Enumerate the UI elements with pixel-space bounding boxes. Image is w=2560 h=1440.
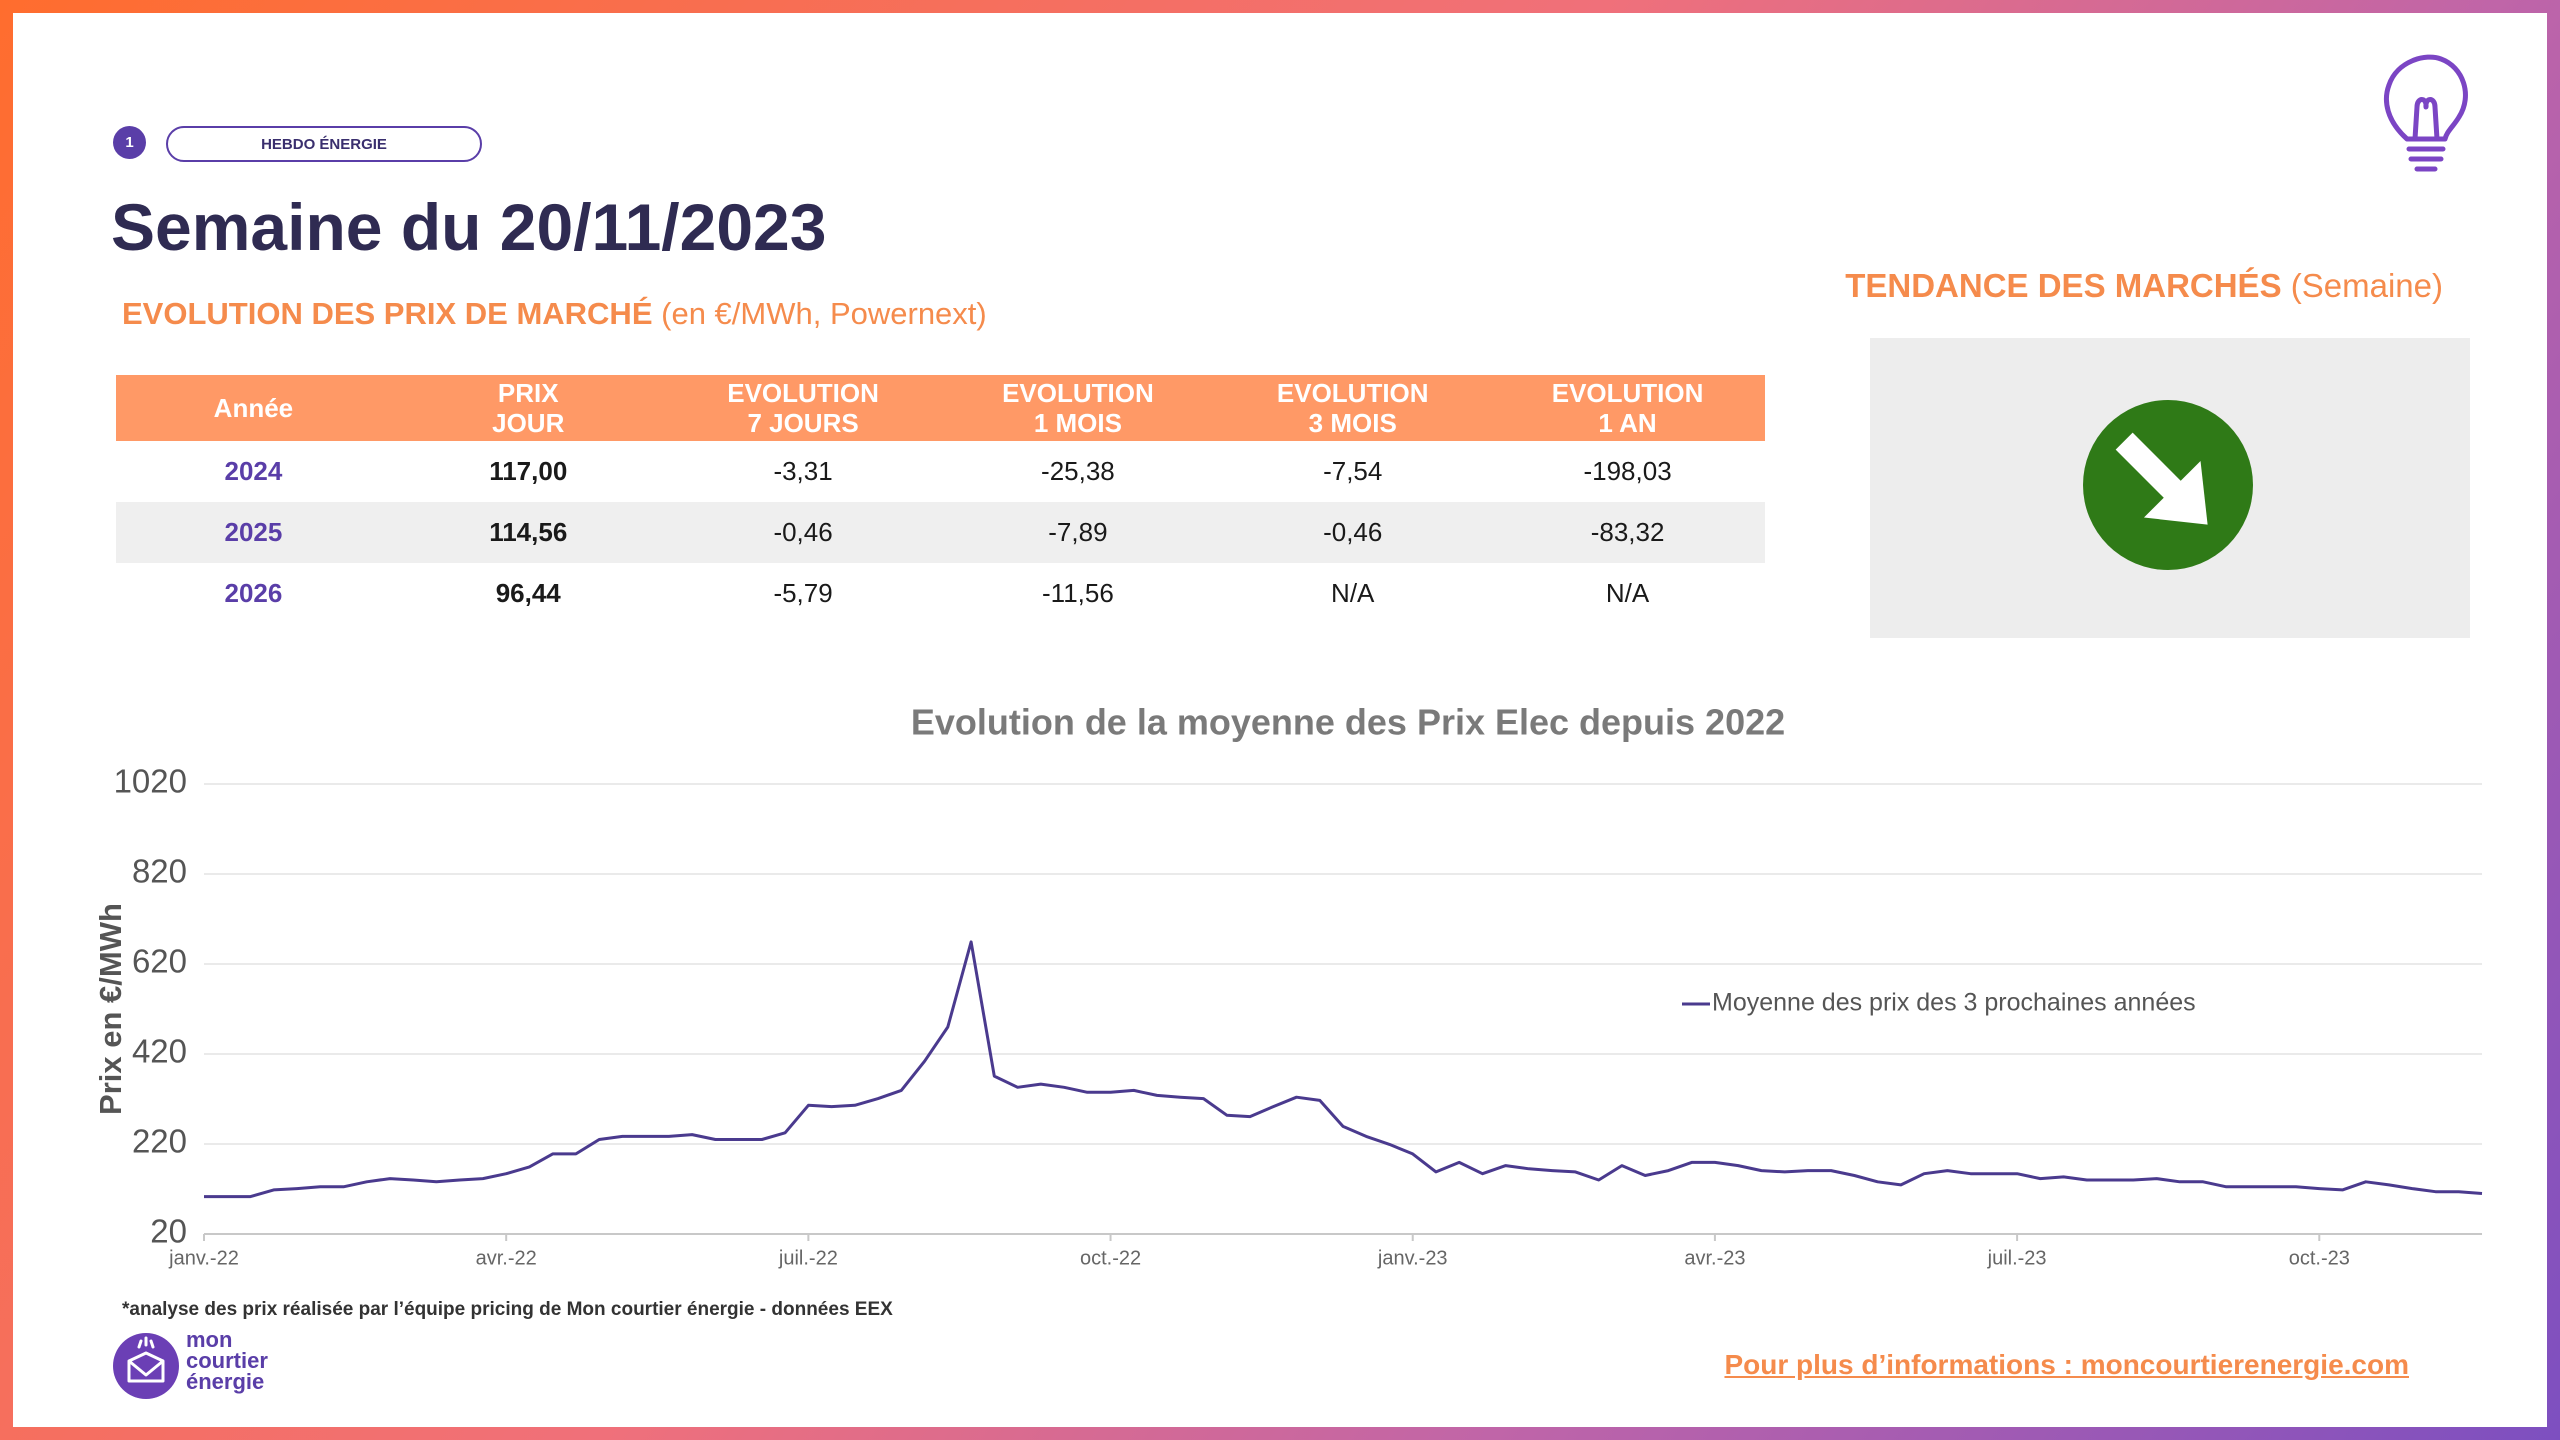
column-header-line: PRIX bbox=[497, 378, 559, 408]
data-line bbox=[204, 940, 2483, 1199]
year-cell: 2025 bbox=[116, 502, 391, 563]
table-body: 2024 117,00 -3,31 -25,38 -7,54 -198,03 2025 114… bbox=[116, 441, 1765, 624]
column-header: Année bbox=[116, 375, 391, 441]
y-tick-label: 420 bbox=[132, 1033, 187, 1070]
table-cell: -7,54 bbox=[1323, 456, 1383, 486]
price-table-wrap: Année PRIX JOUR EVOLUTION 7 JOURS EVOLUTION 1 … bbox=[116, 375, 1765, 624]
column-header-line: EVOLUTION bbox=[1002, 378, 1154, 408]
table-cell: 117,00 bbox=[489, 456, 568, 486]
table-cell: -0,46 bbox=[665, 502, 941, 563]
sheet: 1 HEBDO ÉNERGIE Semaine du 20/11/2023 EV… bbox=[13, 13, 2547, 1427]
arrow-head bbox=[2143, 460, 2208, 525]
x-tick-label: avr.-22 bbox=[476, 1247, 537, 1269]
column-header-line: 1 AN bbox=[1598, 408, 1657, 438]
x-tick-label: janv.-23 bbox=[1377, 1247, 1448, 1269]
y-axis-title: Prix en €/MWh bbox=[93, 903, 128, 1115]
x-tick-label: oct.-23 bbox=[2289, 1247, 2350, 1269]
trend-box bbox=[1870, 338, 2470, 638]
trend-title-main: TENDANCE DES MARCHÉS bbox=[1845, 267, 2282, 304]
logo-icon bbox=[113, 1333, 179, 1399]
x-tick-label: oct.-22 bbox=[1080, 1247, 1141, 1269]
column-header: PRIX JOUR bbox=[390, 375, 666, 441]
table-row: 2026 96,44 -5,79 -11,56 N/A N/A bbox=[116, 563, 1765, 624]
logo-line: mon bbox=[186, 1327, 233, 1352]
column-header-line: Année bbox=[213, 393, 294, 423]
arrow-shaft bbox=[2115, 432, 2184, 501]
column-header-line: 3 MOIS bbox=[1308, 408, 1397, 438]
x-tick-label: avr.-23 bbox=[1684, 1247, 1745, 1269]
year-cell: 2026 bbox=[224, 578, 283, 608]
badge: 1 bbox=[113, 126, 146, 159]
table-cell: -11,56 bbox=[1042, 578, 1114, 608]
page-title: Semaine du 20/11/2023 bbox=[111, 190, 827, 264]
tag-pill: HEBDO ÉNERGIE bbox=[166, 126, 482, 162]
trend-title: TENDANCE DES MARCHÉS (Semaine) bbox=[1845, 267, 2443, 305]
table-cell: -83,32 bbox=[1490, 502, 1765, 563]
column-header-line: 7 JOURS bbox=[747, 408, 859, 438]
y-tick-label: 620 bbox=[132, 943, 187, 980]
footnote: *analyse des prix réalisée par l’équipe … bbox=[122, 1299, 893, 1320]
column-header-line: EVOLUTION bbox=[1276, 378, 1429, 408]
trend-indicator bbox=[2083, 400, 2253, 570]
column-header-line: JOUR bbox=[492, 408, 565, 438]
line-chart: Evolution de la moyenne des Prix Elec de… bbox=[93, 702, 2483, 1269]
year-cell: 2024 bbox=[224, 456, 283, 486]
price-table: Année PRIX JOUR EVOLUTION 7 JOURS EVOLUTION 1 … bbox=[116, 375, 1765, 624]
trend-arrow bbox=[2115, 432, 2208, 525]
table-cell: -198,03 bbox=[1583, 456, 1672, 486]
x-tick-label: juil.-22 bbox=[778, 1247, 838, 1269]
column-header: EVOLUTION 1 MOIS bbox=[940, 375, 1216, 441]
chart-title: Evolution de la moyenne des Prix Elec de… bbox=[911, 702, 1785, 743]
table-cell: -0,46 bbox=[1215, 502, 1491, 563]
y-tick-label: 220 bbox=[132, 1123, 187, 1160]
website-link[interactable]: Pour plus d’informations : moncourtieren… bbox=[1724, 1349, 2409, 1380]
table-cell: N/A bbox=[1605, 578, 1650, 608]
logo-text: mon courtier énergie bbox=[186, 1327, 268, 1394]
column-header: EVOLUTION 7 JOURS bbox=[665, 375, 941, 441]
section-title-unit: (en €/MWh, Powernext) bbox=[661, 296, 987, 331]
y-tick-label: 20 bbox=[150, 1213, 187, 1250]
column-header-line: 1 MOIS bbox=[1033, 408, 1122, 438]
lightbulb-icon bbox=[2384, 54, 2468, 172]
table-row: 2025 114,56 -0,46 -7,89 -0,46 -83,32 bbox=[116, 502, 1765, 563]
y-tick-label: 1020 bbox=[114, 763, 187, 800]
logo-line: énergie bbox=[186, 1369, 265, 1394]
table-cell: -7,89 bbox=[940, 502, 1216, 563]
column-header-line: EVOLUTION bbox=[1551, 378, 1704, 408]
table-row: 2024 117,00 -3,31 -25,38 -7,54 -198,03 bbox=[116, 441, 1765, 502]
logo-line: courtier bbox=[186, 1348, 268, 1373]
column-header: EVOLUTION 1 AN bbox=[1490, 375, 1765, 441]
table-cell: N/A bbox=[1331, 578, 1375, 608]
y-tick-label: 820 bbox=[132, 853, 187, 890]
section-title-main: EVOLUTION DES PRIX DE MARCHÉ bbox=[122, 296, 653, 331]
table-cell: -5,79 bbox=[773, 578, 833, 608]
section-title: EVOLUTION DES PRIX DE MARCHÉ (en €/MWh, … bbox=[122, 296, 987, 332]
table-cell: 96,44 bbox=[495, 578, 561, 608]
table-cell: -25,38 bbox=[1041, 456, 1115, 486]
column-header: EVOLUTION 3 MOIS bbox=[1215, 375, 1491, 441]
table-header: Année PRIX JOUR EVOLUTION 7 JOURS EVOLUTION 1 … bbox=[116, 375, 1765, 441]
legend-label: Moyenne des prix des 3 prochaines années bbox=[1712, 989, 2196, 1017]
trend-title-sub: (Semaine) bbox=[2290, 267, 2443, 304]
table-cell: 114,56 bbox=[390, 502, 666, 563]
column-header-line: EVOLUTION bbox=[727, 378, 879, 408]
x-tick-label: juil.-23 bbox=[1987, 1247, 2047, 1269]
x-tick-label: janv.-22 bbox=[168, 1247, 239, 1269]
table-cell: -3,31 bbox=[773, 456, 833, 486]
